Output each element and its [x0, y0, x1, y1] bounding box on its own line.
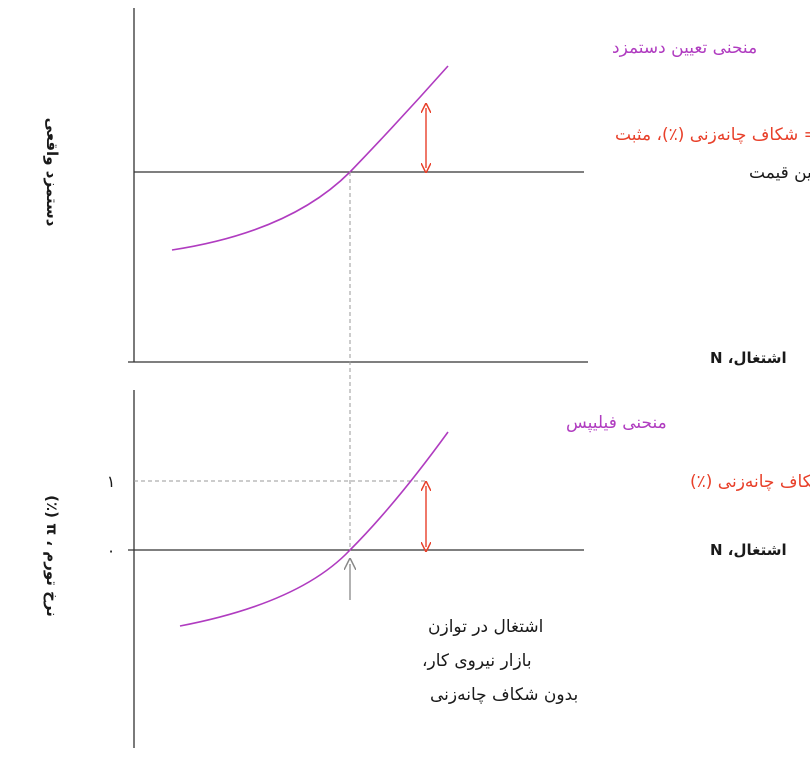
top-gap-label: ۱٪ = شکاف چانه‌زنی (٪)، مثبت: [615, 125, 810, 145]
equilibrium-annotation-line1: اشتغال در توازن: [428, 617, 543, 637]
tick-label-zero: ۰: [107, 541, 116, 560]
phillips-curve-label: منحنی فیلیپس: [566, 413, 667, 433]
bottom-gap-label: تورم (٪) = شکاف چانه‌زنی (٪): [690, 472, 810, 492]
equilibrium-annotation-line3: بدون شکاف چانه‌زنی: [430, 685, 578, 705]
tick-label-one: ۱: [107, 472, 116, 491]
bottom-y-axis-label: (٪) π ، نرخ تورم: [43, 495, 61, 617]
equilibrium-annotation-line2: بازار نیروی کار،: [422, 651, 532, 671]
top-x-axis-label: اشتغال، N: [710, 349, 787, 367]
top-y-axis-label: دستمزد واقعی: [43, 118, 61, 227]
wage-setting-curve-label: منحنی تعیین دستمزد: [612, 38, 757, 58]
wage-setting-curve: [171, 65, 449, 251]
price-setting-curve-label: منحنی تعیین قیمت: [749, 163, 810, 183]
bottom-x-axis-label: اشتغال، N: [710, 541, 787, 559]
phillips-curve: [179, 431, 449, 627]
